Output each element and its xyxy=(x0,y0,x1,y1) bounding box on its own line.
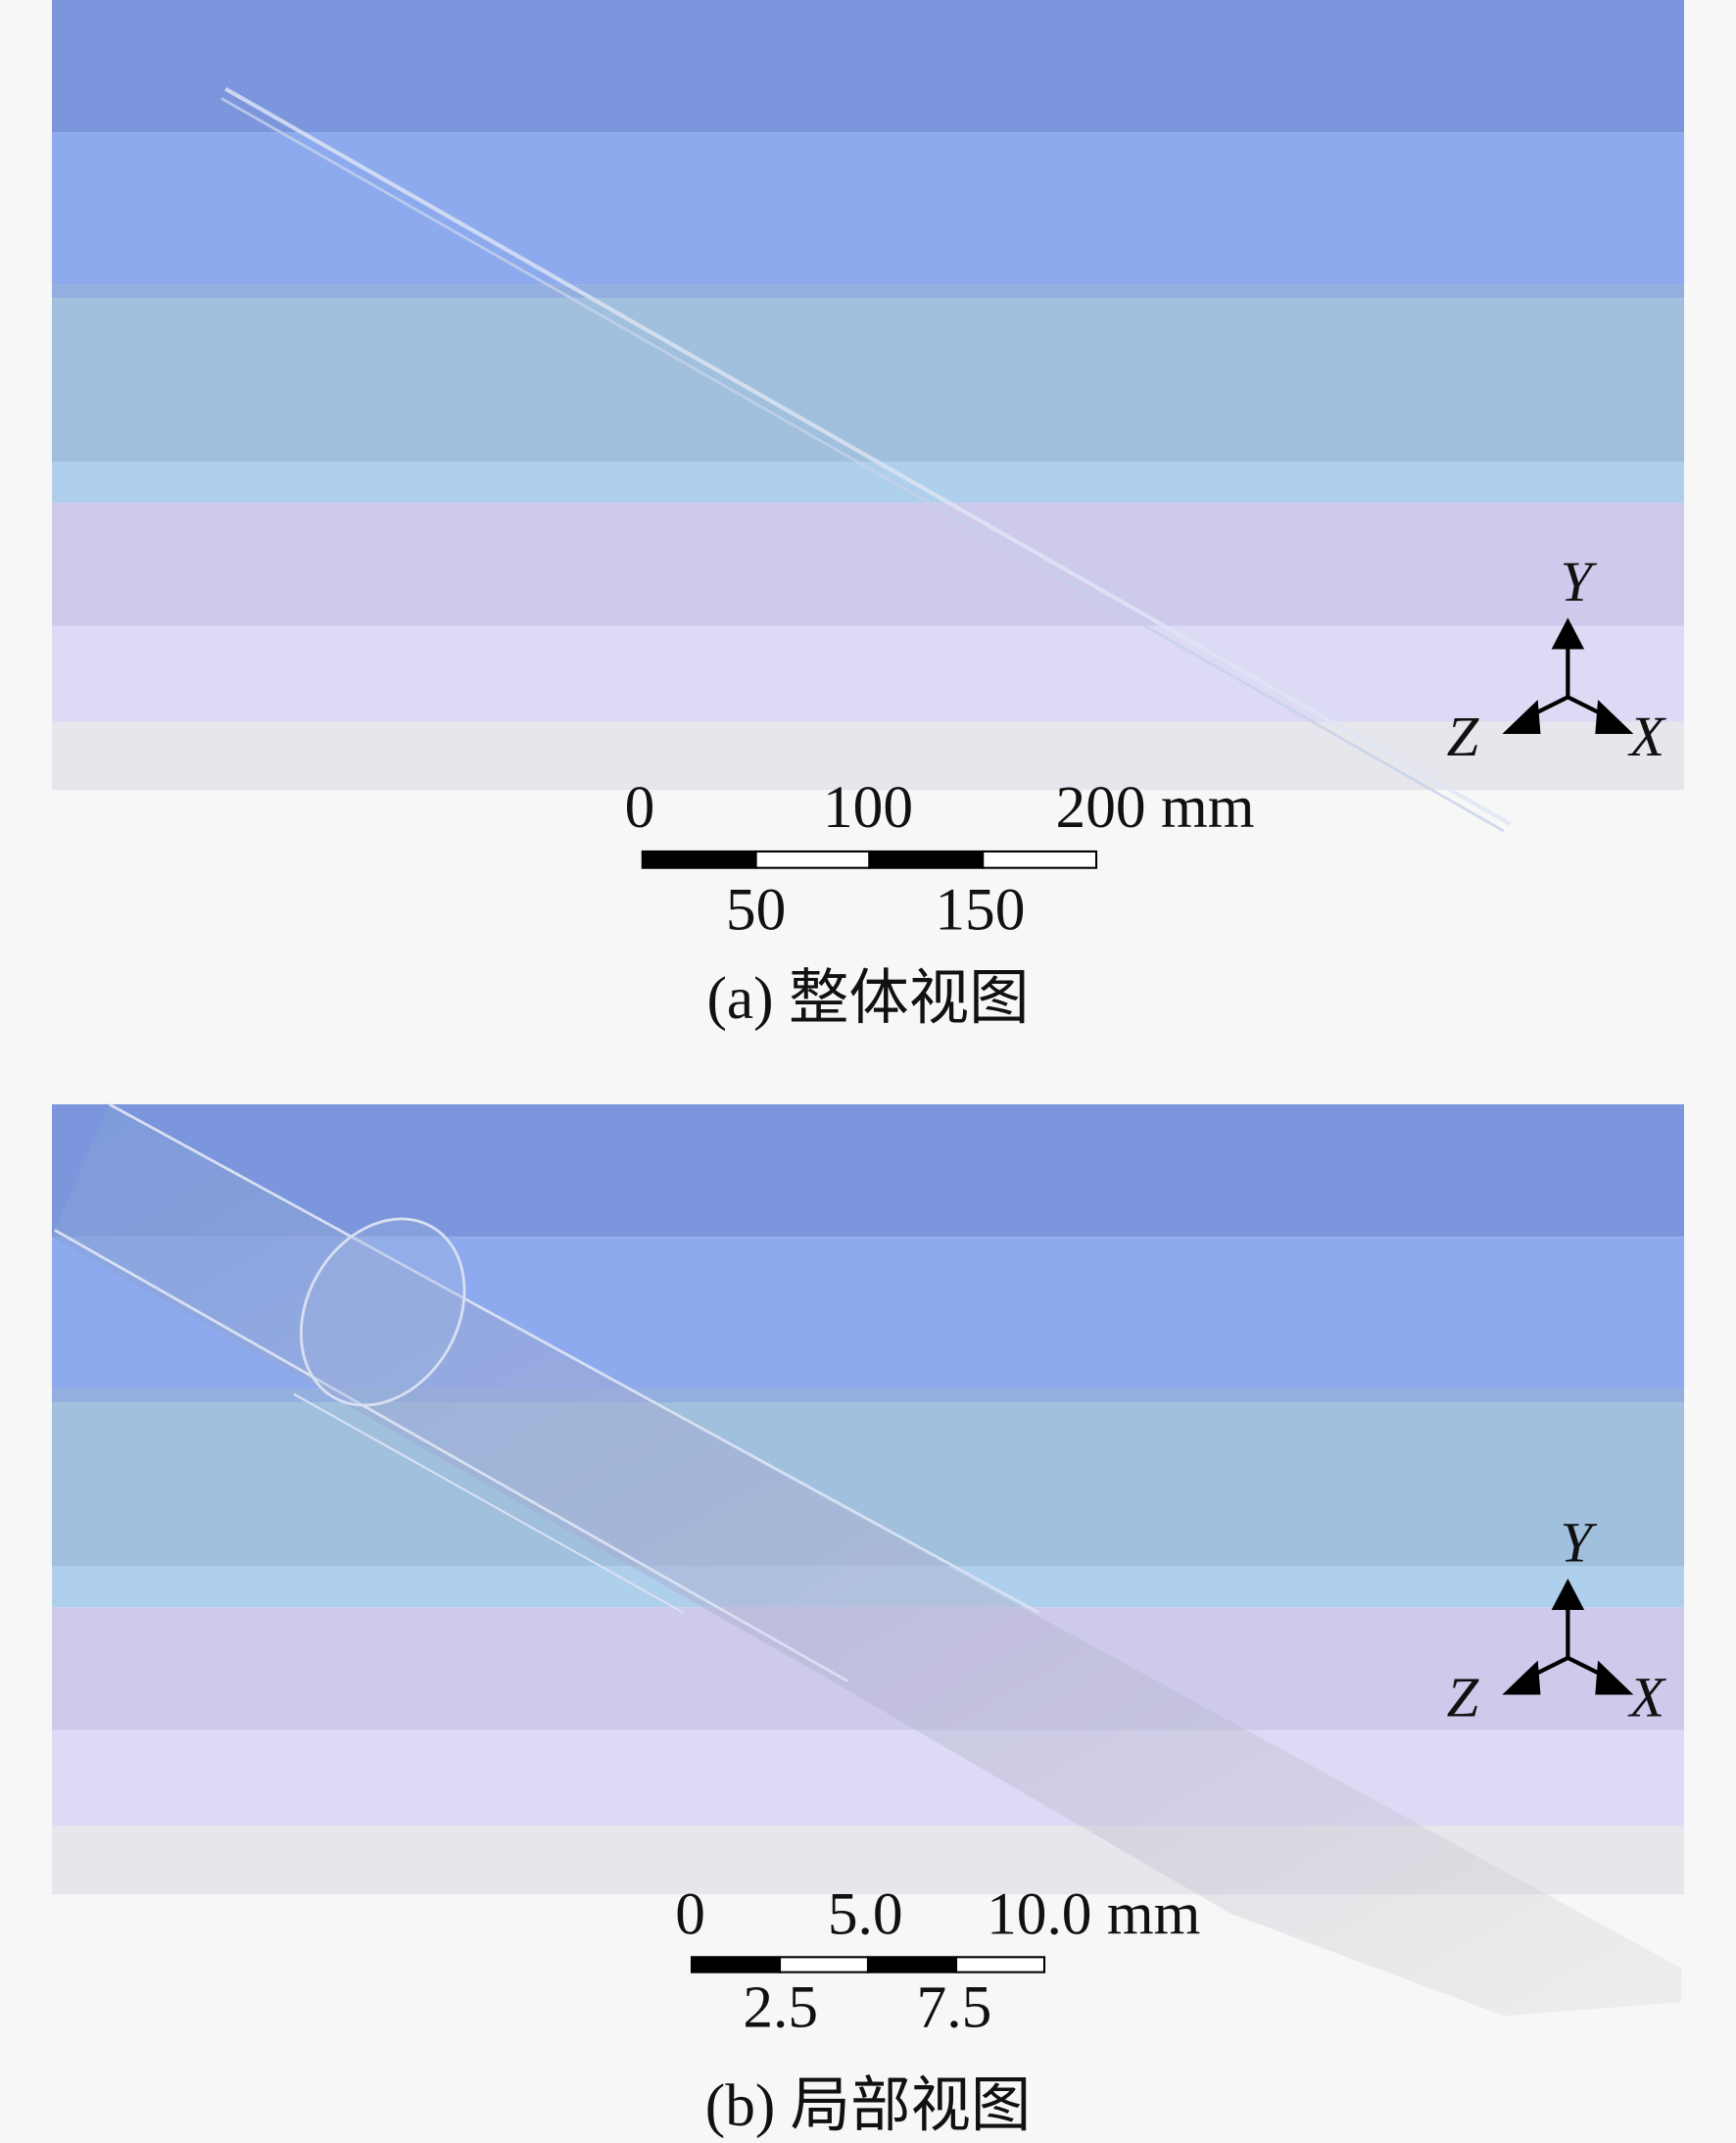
scale-label: 7.5 xyxy=(917,1974,992,2041)
background-band xyxy=(52,298,1684,463)
background-band xyxy=(52,0,1684,133)
background-band xyxy=(52,503,1684,626)
scale-segment xyxy=(982,850,1098,869)
tube-ring xyxy=(299,1217,466,1407)
axis-arrow xyxy=(1551,617,1585,650)
axis-arrow xyxy=(1502,700,1541,734)
scale-segment xyxy=(866,1956,958,1973)
axis-label: Y xyxy=(1560,550,1597,613)
scale-label: 10.0 mm xyxy=(987,1881,1200,1948)
caption: (a) 整体视图 xyxy=(706,965,1029,1032)
scale-label: 5.0 xyxy=(828,1881,903,1948)
panel: Y Z X 0 5.0 10.0 mm 2.5 7.5 (b) 局部视图 xyxy=(52,1102,1684,2139)
tube-edge xyxy=(108,1102,1040,1615)
axis-label: X xyxy=(1627,705,1666,768)
axis-arrow xyxy=(1502,1660,1541,1695)
tube-edge xyxy=(54,1229,848,1682)
axis-label: Z xyxy=(1447,1665,1480,1729)
scale-segment xyxy=(690,1956,782,1973)
background-band xyxy=(52,284,1684,299)
scale-label: 0 xyxy=(625,774,655,841)
scale-segment xyxy=(641,850,757,869)
axis-label: Y xyxy=(1560,1511,1597,1575)
tube xyxy=(52,1103,1682,2017)
scale-label: 150 xyxy=(935,877,1025,944)
background-band xyxy=(52,1103,1684,1238)
pipe-edge xyxy=(224,86,1512,826)
scale-label: 0 xyxy=(675,1881,705,1948)
caption: (b) 局部视图 xyxy=(705,2072,1031,2139)
scale-label: 2.5 xyxy=(743,1974,818,2041)
tube-edge xyxy=(293,1392,685,1614)
scale-label: 50 xyxy=(726,877,786,944)
scale-segment xyxy=(954,1956,1046,1973)
background-band xyxy=(52,132,1684,285)
background-band xyxy=(52,1729,1684,1826)
axis-arrow xyxy=(1595,1660,1634,1695)
axis-arrow xyxy=(1551,1578,1585,1611)
pipe-edge xyxy=(220,97,1505,833)
axis-label: Z xyxy=(1447,705,1480,768)
scale-segment xyxy=(754,850,871,869)
axis-label: X xyxy=(1627,1665,1666,1729)
scale-label: 200 mm xyxy=(1056,774,1255,841)
panel: Y Z X 0 100 200 mm 50 150 (a) 整体视图 xyxy=(52,0,1684,1032)
scale-segment xyxy=(778,1956,870,1973)
scale-label: 100 xyxy=(823,774,913,841)
background-band xyxy=(52,625,1684,722)
axis-arrow xyxy=(1595,700,1634,734)
scale-segment xyxy=(868,850,985,869)
